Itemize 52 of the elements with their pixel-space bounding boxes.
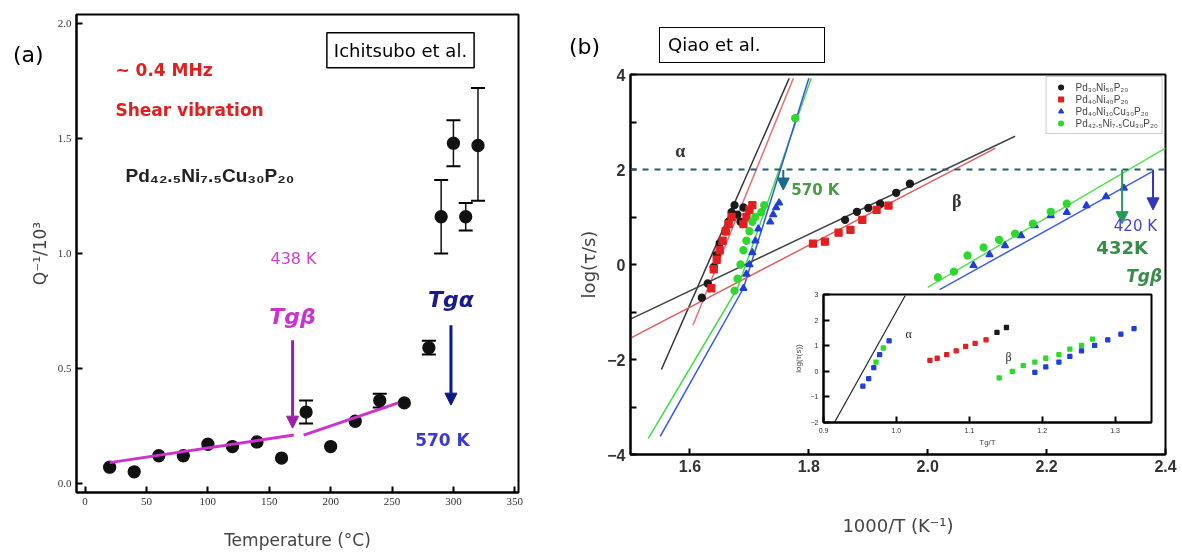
annotation: Tgβ bbox=[1126, 265, 1163, 286]
x-tick-label: 1.8 bbox=[797, 457, 821, 475]
y-tick-label: 4 bbox=[616, 66, 626, 84]
text: Qiao et al. bbox=[668, 33, 761, 57]
annotation: α bbox=[675, 140, 686, 161]
annotation: Ichitsubo et al. bbox=[333, 39, 468, 61]
annotation: β bbox=[1005, 350, 1012, 365]
x-axis-title: 1000/T (K⁻¹) bbox=[842, 514, 954, 536]
x-tick-label: 350 bbox=[506, 494, 524, 507]
text: (b) bbox=[569, 33, 601, 61]
x-tick-label: 50 bbox=[140, 494, 153, 507]
x-tick-label: 100 bbox=[199, 494, 217, 507]
y-tick-label: 1.0 bbox=[57, 247, 72, 259]
y-axis-title: log(τ/s) bbox=[578, 230, 600, 299]
annotation: 570 K bbox=[791, 181, 841, 200]
legend-label: Pd₄₀Ni₄₀P₂₀ bbox=[1075, 93, 1129, 105]
annotation: Pd₄₂.₅Ni₇.₅Cu₃₀P₂₀ bbox=[125, 165, 295, 187]
x-tick-label: 2.0 bbox=[916, 457, 939, 475]
y-tick-label: 0 bbox=[616, 256, 626, 274]
y-tick-label: 0.0 bbox=[57, 476, 72, 489]
x-tick-label: 0 bbox=[82, 494, 89, 507]
annotation: ~ 0.4 MHz bbox=[115, 60, 213, 81]
annotation: 438 K bbox=[270, 248, 318, 268]
text: (a) bbox=[13, 41, 44, 69]
x-tick-label: 200 bbox=[322, 494, 340, 507]
y-tick-label: 2.0 bbox=[57, 17, 72, 30]
annotation: Tgα bbox=[428, 286, 475, 312]
y-tick-label: −2 bbox=[607, 351, 626, 369]
x-tick-label: 250 bbox=[383, 494, 401, 507]
x-axis-title: Tg/T bbox=[979, 437, 996, 447]
legend-label: Pd₃₀Ni₅₀P₂₀ bbox=[1075, 81, 1129, 93]
x-tick-label: 150 bbox=[261, 494, 279, 507]
annotation: β bbox=[952, 190, 962, 211]
y-tick-label: −4 bbox=[607, 446, 626, 464]
x-tick-label: 2.4 bbox=[1154, 457, 1177, 475]
annotation: 570 K bbox=[415, 430, 471, 451]
legend-label: Pd₄₀Ni₁₀Cu₃₀P₂₀ bbox=[1075, 105, 1149, 117]
annotation: α bbox=[905, 326, 913, 341]
y-tick-label: 2 bbox=[616, 161, 626, 179]
x-tick-label: 2.2 bbox=[1035, 457, 1058, 475]
legend-label: Pd₄₂.₅Ni₇.₅Cu₃₀P₂₀ bbox=[1075, 117, 1158, 129]
annotation: 432K bbox=[1096, 237, 1149, 259]
y-axis-title: Q⁻¹/10³ bbox=[29, 221, 50, 286]
annotation: 420 K bbox=[1113, 216, 1159, 235]
x-axis-title: Temperature (°C) bbox=[223, 529, 371, 550]
annotation: Tgβ bbox=[269, 303, 316, 329]
x-tick-label: 300 bbox=[445, 494, 463, 507]
y-axis-title: log(τ(s)) bbox=[793, 343, 803, 373]
y-tick-label: 0.5 bbox=[57, 361, 72, 374]
x-tick-label: 1.6 bbox=[678, 457, 702, 475]
annotation: Shear vibration bbox=[115, 100, 264, 121]
y-tick-label: 1.5 bbox=[57, 132, 72, 145]
